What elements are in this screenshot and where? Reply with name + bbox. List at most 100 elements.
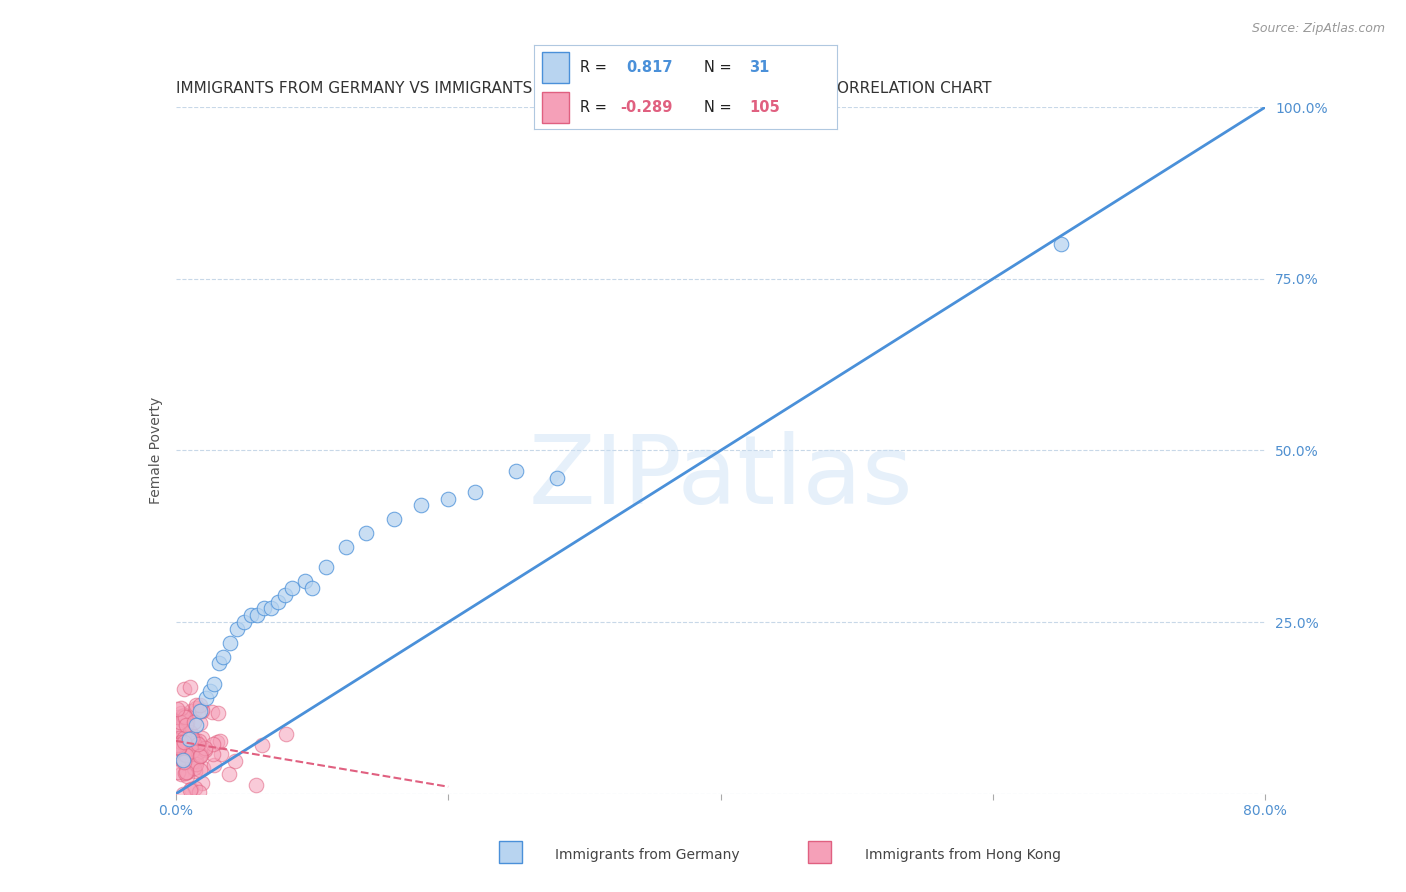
Point	[176, 732, 198, 747]
Point	[187, 785, 209, 799]
Point	[188, 763, 211, 777]
Point	[188, 749, 211, 764]
Point	[173, 735, 195, 749]
Point	[173, 753, 195, 767]
FancyBboxPatch shape	[541, 92, 569, 122]
Point	[172, 787, 194, 801]
Point	[167, 710, 190, 724]
Point	[172, 753, 194, 767]
Point	[546, 471, 568, 485]
Point	[190, 748, 212, 763]
Point	[183, 715, 205, 730]
Point	[166, 723, 188, 737]
Point	[169, 710, 191, 724]
Point	[170, 735, 193, 749]
Point	[409, 499, 432, 513]
Point	[191, 703, 214, 717]
Point	[335, 540, 357, 554]
Text: 0.817: 0.817	[627, 60, 673, 75]
Point	[186, 701, 208, 715]
Point	[226, 622, 249, 636]
Point	[174, 718, 197, 732]
Point	[173, 682, 195, 697]
Text: N =: N =	[703, 60, 731, 75]
Point	[170, 706, 193, 720]
Point	[188, 749, 211, 764]
Point	[181, 743, 204, 757]
Point	[315, 560, 337, 574]
Point	[218, 767, 240, 781]
Point	[173, 747, 195, 761]
Point	[180, 781, 202, 796]
Point	[183, 761, 205, 775]
Point	[239, 608, 262, 623]
Point	[172, 723, 194, 738]
Point	[194, 742, 217, 756]
Point	[211, 747, 233, 761]
Point	[194, 741, 217, 756]
Point	[166, 732, 188, 747]
Point	[176, 738, 198, 752]
Point	[188, 715, 211, 730]
Point	[184, 756, 207, 771]
Point	[173, 708, 195, 723]
Point	[190, 776, 212, 790]
Point	[173, 756, 195, 770]
Text: 105: 105	[749, 100, 780, 115]
Point	[167, 737, 190, 751]
Point	[167, 738, 190, 752]
Point	[184, 781, 207, 796]
Point	[294, 574, 316, 588]
Point	[183, 736, 205, 750]
Point	[253, 601, 276, 615]
Point	[174, 765, 197, 780]
Point	[208, 657, 231, 671]
Point	[191, 741, 214, 756]
Text: R =: R =	[579, 60, 606, 75]
Point	[170, 767, 193, 781]
Text: Source: ZipAtlas.com: Source: ZipAtlas.com	[1251, 22, 1385, 36]
Point	[179, 727, 201, 741]
Point	[184, 764, 207, 778]
Point	[173, 731, 195, 745]
Point	[184, 754, 207, 768]
Text: Immigrants from Hong Kong: Immigrants from Hong Kong	[865, 847, 1060, 862]
Point	[170, 751, 193, 765]
Point	[191, 761, 214, 775]
Point	[1050, 237, 1073, 252]
Text: Immigrants from Germany: Immigrants from Germany	[555, 847, 740, 862]
Point	[188, 705, 211, 719]
Point	[179, 747, 201, 761]
Point	[232, 615, 254, 630]
Point	[166, 739, 188, 754]
Point	[172, 708, 194, 723]
Text: 31: 31	[749, 60, 769, 75]
Point	[169, 715, 191, 730]
Point	[184, 734, 207, 748]
Point	[437, 491, 460, 506]
Point	[208, 734, 231, 748]
Point	[176, 714, 198, 729]
Point	[174, 710, 197, 724]
Point	[176, 769, 198, 783]
Point	[174, 747, 197, 762]
Point	[202, 677, 225, 691]
Point	[187, 737, 209, 751]
Text: ZIPatlas: ZIPatlas	[529, 432, 912, 524]
Point	[219, 636, 242, 650]
Point	[301, 581, 323, 595]
Point	[166, 764, 188, 779]
Point	[167, 740, 190, 755]
Point	[191, 731, 214, 745]
Text: IMMIGRANTS FROM GERMANY VS IMMIGRANTS FROM HONG KONG FEMALE POVERTY CORRELATION : IMMIGRANTS FROM GERMANY VS IMMIGRANTS FR…	[176, 81, 991, 96]
Point	[186, 718, 208, 732]
Point	[169, 731, 191, 745]
Point	[274, 727, 297, 741]
Text: N =: N =	[703, 100, 731, 115]
Point	[179, 724, 201, 739]
Point	[191, 704, 214, 718]
Point	[202, 747, 225, 762]
Point	[181, 731, 204, 746]
Point	[280, 581, 302, 595]
Point	[252, 738, 274, 752]
